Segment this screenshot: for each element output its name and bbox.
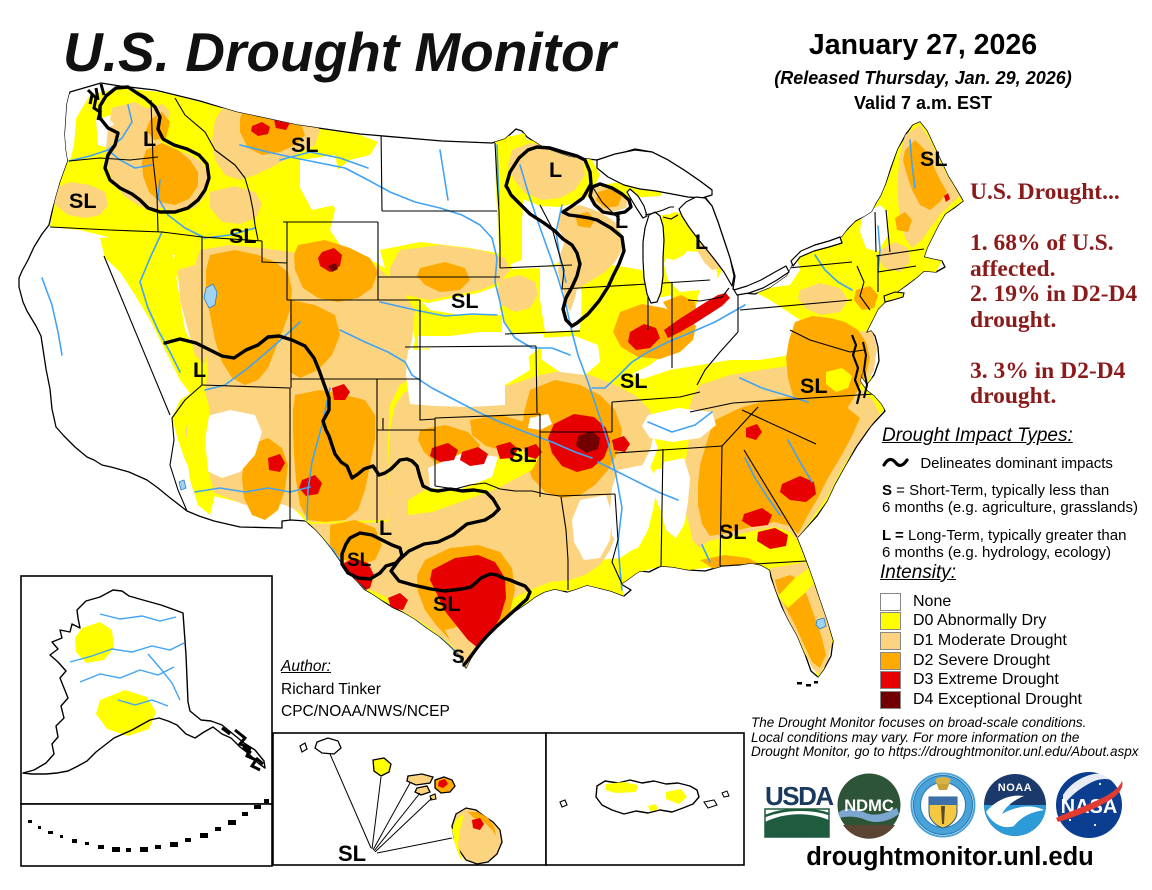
- svg-text:SL: SL: [229, 224, 256, 248]
- svg-text:SL: SL: [69, 189, 96, 213]
- svg-text:L: L: [549, 158, 562, 182]
- svg-text:SL: SL: [347, 550, 372, 571]
- svg-text:L: L: [615, 209, 628, 233]
- svg-text:USDA: USDA: [765, 781, 834, 811]
- svg-text:L: L: [379, 516, 392, 540]
- svg-text:L: L: [193, 358, 206, 382]
- svg-text:SL: SL: [719, 520, 746, 544]
- svg-text:S: S: [452, 647, 465, 668]
- svg-text:SL: SL: [451, 289, 478, 313]
- svg-text:L: L: [143, 127, 156, 151]
- svg-text:SL: SL: [509, 443, 536, 467]
- svg-text:SL: SL: [620, 369, 647, 393]
- svg-text:NOAA: NOAA: [998, 782, 1032, 794]
- svg-text:SL: SL: [433, 592, 460, 616]
- svg-text:L: L: [695, 230, 708, 254]
- svg-text:NDMC: NDMC: [844, 797, 894, 815]
- svg-text:SL: SL: [291, 133, 318, 157]
- svg-text:SL: SL: [800, 374, 827, 398]
- svg-text:SL: SL: [338, 841, 366, 866]
- svg-text:SL: SL: [920, 147, 947, 171]
